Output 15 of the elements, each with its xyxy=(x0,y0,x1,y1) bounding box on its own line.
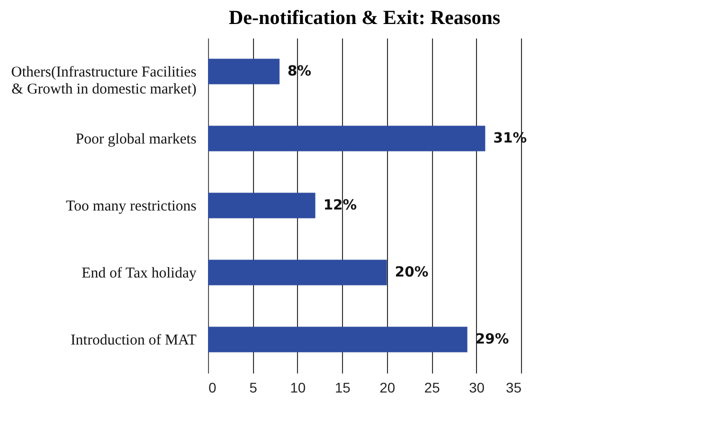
y-tick-label: Poor global markets xyxy=(76,132,197,148)
chart-title: De-notification & Exit: Reasons xyxy=(228,7,501,29)
x-tick-label: 30 xyxy=(468,380,485,396)
y-tick-label: Too many restrictions xyxy=(66,198,197,214)
x-tick-label: 15 xyxy=(334,380,351,396)
x-tick-label: 35 xyxy=(506,380,522,396)
y-tick-label: End of Tax holiday xyxy=(82,266,197,282)
x-tick-label: 10 xyxy=(290,380,306,396)
data-label: 20% xyxy=(394,264,428,280)
x-tick-label: 20 xyxy=(380,380,396,396)
y-tick-label: Introduction of MAT xyxy=(70,332,196,348)
x-tick-label: 0 xyxy=(208,380,216,396)
y-tick-label: Others(Infrastructure Facilities & Growth in domestic market) xyxy=(11,64,197,98)
x-tick-label: 5 xyxy=(249,380,258,396)
x-tick-label: 25 xyxy=(424,380,440,396)
